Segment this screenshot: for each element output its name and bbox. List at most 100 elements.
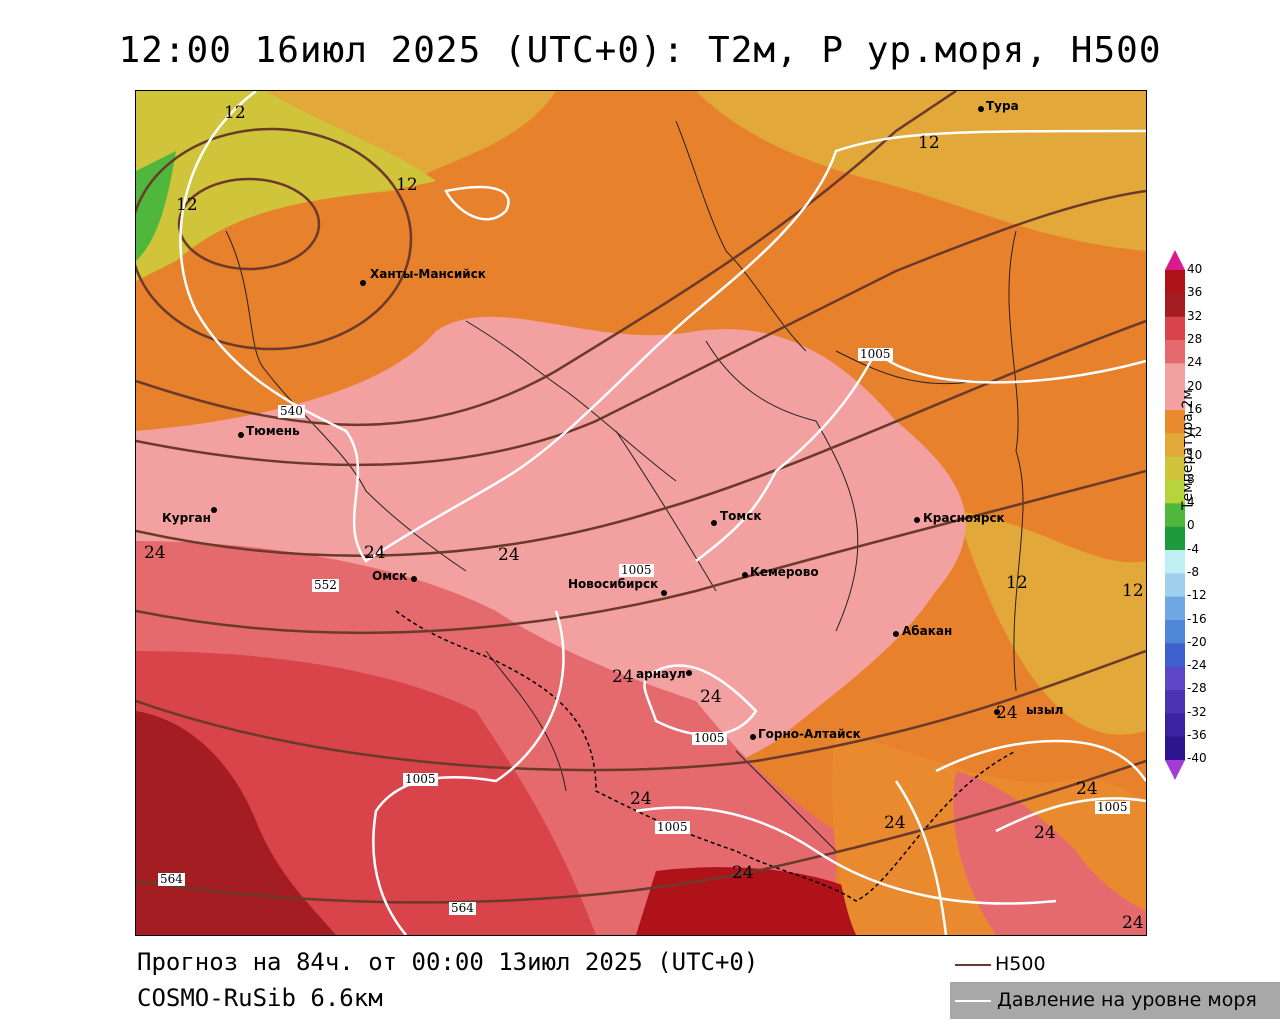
colorbar-tick-label: 20 xyxy=(1187,378,1203,393)
colorbar-segment xyxy=(1165,293,1185,318)
city-dot-tyumen xyxy=(238,432,244,438)
temp-label: 12 xyxy=(396,175,418,195)
temp-label: 24 xyxy=(1076,779,1098,799)
colorbar-segment xyxy=(1165,340,1185,364)
colorbar-tick-label: 32 xyxy=(1187,308,1203,323)
h500-label: 552 xyxy=(312,578,339,592)
temp-label: 24 xyxy=(1122,913,1144,933)
city-dot-novosibirsk xyxy=(661,590,667,596)
city-label-abakan: Абакан xyxy=(902,624,953,638)
colorbar-segment xyxy=(1165,456,1185,481)
pressure-label: 1005 xyxy=(692,731,727,745)
colorbar-tick-label: 28 xyxy=(1187,331,1203,346)
city-label-novosibirsk: Новосибирск xyxy=(568,577,659,591)
colorbar-segment xyxy=(1165,363,1185,388)
pressure-legend-label: Давление на уровне моря xyxy=(997,989,1257,1011)
colorbar-tick-label: 40 xyxy=(1187,262,1203,276)
colorbar-segment xyxy=(1165,690,1185,714)
pressure-swatch xyxy=(955,999,991,1002)
pressure-label: 1005 xyxy=(858,347,893,361)
colorbar-tick-label: -36 xyxy=(1187,728,1207,742)
city-label-tomsk: Томск xyxy=(720,509,762,523)
city-label-gorno-altaysk: Горно-Алтайск xyxy=(758,727,861,741)
colorbar-tick-label: -8 xyxy=(1187,564,1199,579)
pressure-legend: Давление на уровне моря xyxy=(950,982,1280,1019)
colorbar-segment xyxy=(1165,270,1185,294)
forecast-info: Прогноз на 84ч. от 00:00 13июл 2025 (UTC… xyxy=(137,948,759,976)
colorbar-title: Температура 2м xyxy=(1180,389,1196,510)
city-label-barnaul: арнаул xyxy=(636,667,686,681)
city-dot-tomsk xyxy=(711,520,717,526)
h500-swatch xyxy=(955,963,991,966)
city-dot-khanty-mansiysk xyxy=(360,280,366,286)
temp-label: 24 xyxy=(1034,823,1056,843)
temp-label: 24 xyxy=(612,667,634,687)
map-title: 12:00 16июл 2025 (UTC+0): T2м, P ур.моря… xyxy=(118,30,1162,71)
temp-label: 12 xyxy=(918,133,940,153)
colorbar-segment xyxy=(1165,526,1185,551)
colorbar-tick-label: 12 xyxy=(1187,425,1203,440)
colorbar-tick-label: 0 xyxy=(1187,518,1195,533)
colorbar-tick-label: 16 xyxy=(1187,401,1203,416)
colorbar-segment xyxy=(1165,620,1185,644)
temp-label: 12 xyxy=(1006,573,1028,593)
h500-label: 540 xyxy=(278,404,305,418)
city-label-omsk: Омск xyxy=(372,569,408,583)
temperature-colorbar xyxy=(1165,250,1185,780)
temp-label: 24 xyxy=(732,863,754,883)
colorbar-segment xyxy=(1165,410,1185,434)
city-dot-tura xyxy=(978,106,984,112)
colorbar-segment xyxy=(1165,550,1185,574)
pressure-label: 1005 xyxy=(1095,800,1130,814)
h500-legend-label: H500 xyxy=(995,953,1046,975)
temp-label: 12 xyxy=(1122,581,1144,601)
model-name: COSMO-RuSib 6.6км xyxy=(137,984,383,1012)
temp-label: 24 xyxy=(364,543,386,563)
city-dot-abakan xyxy=(893,631,899,637)
region-borders xyxy=(225,120,1024,852)
colorbar-tick-label: -40 xyxy=(1187,751,1207,766)
colorbar-tick-label: 24 xyxy=(1187,355,1203,370)
colorbar-tick-label: -28 xyxy=(1187,681,1207,696)
temp-label: 24 xyxy=(884,813,906,833)
city-label-krasnoyarsk: Красноярск xyxy=(923,511,1005,525)
city-label-tura: Тура xyxy=(986,99,1019,113)
city-dot-krasnoyarsk xyxy=(914,517,920,523)
map-fields xyxy=(136,91,1146,935)
colorbar-bottom-arrow xyxy=(1165,760,1185,780)
pressure-label: 1005 xyxy=(403,772,438,786)
colorbar-tick-label: 4 xyxy=(1187,495,1195,509)
colorbar-segment xyxy=(1165,573,1185,598)
colorbar-tick-label: -24 xyxy=(1187,658,1207,673)
forecast-map: Тура Ханты-Мансийск Тюмень Курган Омск Т… xyxy=(135,90,1147,936)
colorbar-segment xyxy=(1165,736,1185,761)
city-dot-kemerovo xyxy=(742,572,748,578)
colorbar-tick-label: -20 xyxy=(1187,634,1207,649)
city-dot-kurgan xyxy=(211,507,217,513)
colorbar-tick-label: -32 xyxy=(1187,704,1207,719)
h500-label: 564 xyxy=(158,872,185,886)
city-label-kemerovo: Кемерово xyxy=(750,565,819,579)
h500-legend: H500 xyxy=(955,953,1046,975)
temp-label: 24 xyxy=(630,789,652,809)
temp-label: 12 xyxy=(176,195,198,215)
colorbar-tick-label: 8 xyxy=(1187,471,1195,486)
temp-label: 24 xyxy=(144,543,166,563)
colorbar-tick-label: -12 xyxy=(1187,588,1207,603)
pressure-label: 1005 xyxy=(655,820,690,834)
city-label-tyumen: Тюмень xyxy=(246,424,300,438)
colorbar-tick-label: 36 xyxy=(1187,285,1203,300)
colorbar-segment xyxy=(1165,386,1185,411)
colorbar-segment xyxy=(1165,713,1185,738)
temp-label: 24 xyxy=(996,703,1018,723)
colorbar-segment xyxy=(1165,480,1185,504)
temp-field-4 xyxy=(136,151,176,261)
city-label-kyzyl: ызыл xyxy=(1026,703,1064,717)
city-dot-barnaul xyxy=(686,670,692,676)
temp-field-36 xyxy=(636,867,876,935)
colorbar-segment xyxy=(1165,433,1185,458)
colorbar-segment xyxy=(1165,596,1185,621)
temp-field-24-south-east xyxy=(953,771,1146,935)
h500-label: 564 xyxy=(449,901,476,915)
city-label-khanty-mansiysk: Ханты-Мансийск xyxy=(370,267,486,281)
